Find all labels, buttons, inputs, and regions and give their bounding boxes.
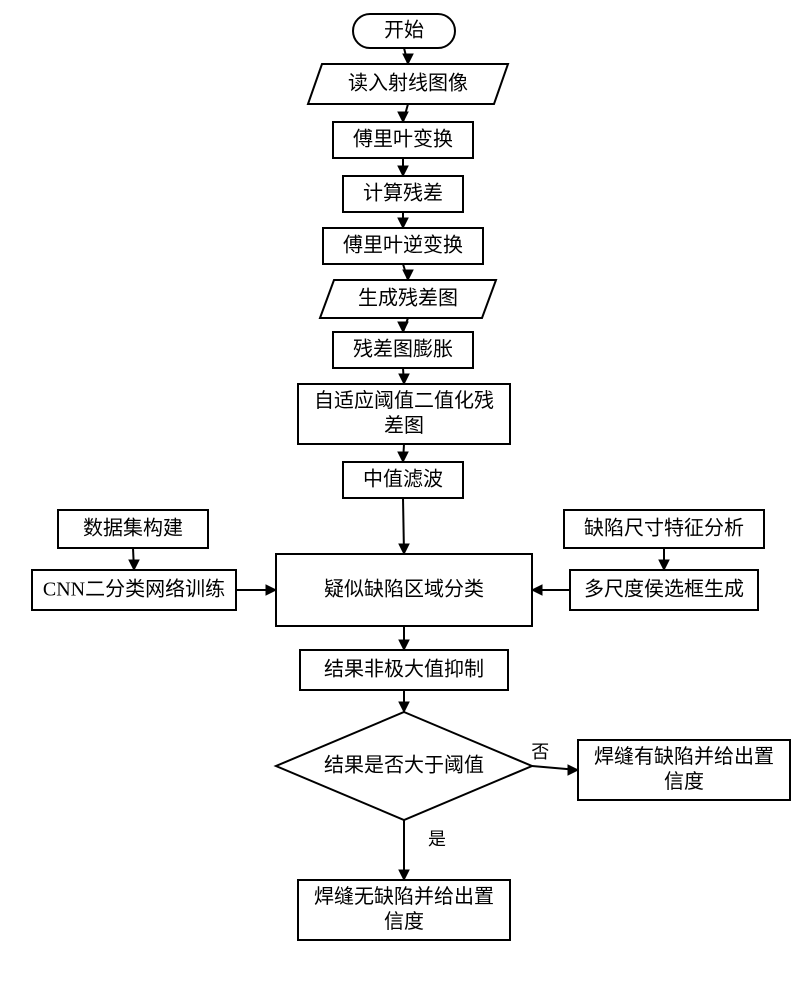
svg-text:CNN二分类网络训练: CNN二分类网络训练 (43, 578, 225, 601)
svg-text:残差图膨胀: 残差图膨胀 (353, 338, 453, 361)
svg-text:焊缝无缺陷并给出置: 焊缝无缺陷并给出置 (314, 885, 494, 908)
svg-text:多尺度侯选框生成: 多尺度侯选框生成 (584, 578, 744, 601)
svg-text:自适应阈值二值化残: 自适应阈值二值化残 (314, 389, 494, 412)
flowchart-canvas: 开始读入射线图像傅里叶变换计算残差傅里叶逆变换生成残差图残差图膨胀自适应阈值二值… (0, 0, 808, 1000)
svg-text:计算残差: 计算残差 (363, 182, 443, 205)
svg-text:中值滤波: 中值滤波 (363, 468, 443, 491)
svg-text:差图: 差图 (384, 414, 424, 437)
svg-text:焊缝有缺陷并给出置: 焊缝有缺陷并给出置 (594, 745, 774, 768)
svg-text:傅里叶变换: 傅里叶变换 (353, 128, 453, 151)
svg-text:疑似缺陷区域分类: 疑似缺陷区域分类 (324, 578, 484, 601)
svg-text:开始: 开始 (384, 19, 424, 42)
svg-text:缺陷尺寸特征分析: 缺陷尺寸特征分析 (584, 517, 744, 540)
svg-text:信度: 信度 (384, 910, 424, 933)
svg-text:傅里叶逆变换: 傅里叶逆变换 (343, 234, 463, 257)
svg-text:生成残差图: 生成残差图 (358, 287, 458, 310)
svg-text:读入射线图像: 读入射线图像 (348, 72, 468, 95)
svg-text:信度: 信度 (664, 770, 704, 793)
svg-text:否: 否 (531, 742, 549, 762)
svg-text:结果非极大值抑制: 结果非极大值抑制 (324, 658, 484, 681)
svg-text:结果是否大于阈值: 结果是否大于阈值 (324, 754, 484, 777)
svg-text:是: 是 (428, 829, 446, 849)
svg-text:数据集构建: 数据集构建 (83, 517, 183, 540)
